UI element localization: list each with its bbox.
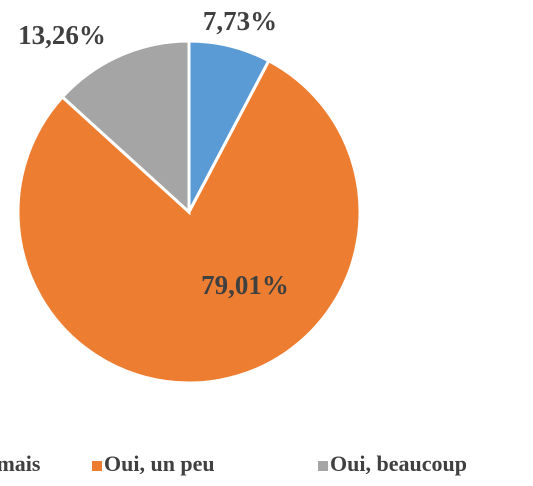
- data-label: 13,26%: [18, 20, 106, 50]
- legend-swatch: [318, 461, 328, 471]
- legend-label: Oui, beaucoup: [330, 451, 467, 476]
- pie-slice: [60, 39, 191, 216]
- legend-swatch: [92, 461, 102, 471]
- data-label: 79,01%: [201, 270, 289, 300]
- legend-label: Non, jamais: [0, 451, 41, 476]
- legend-label: Oui, un peu: [104, 451, 215, 476]
- data-label: 7,73%: [203, 6, 277, 36]
- pie-slice: [16, 58, 362, 385]
